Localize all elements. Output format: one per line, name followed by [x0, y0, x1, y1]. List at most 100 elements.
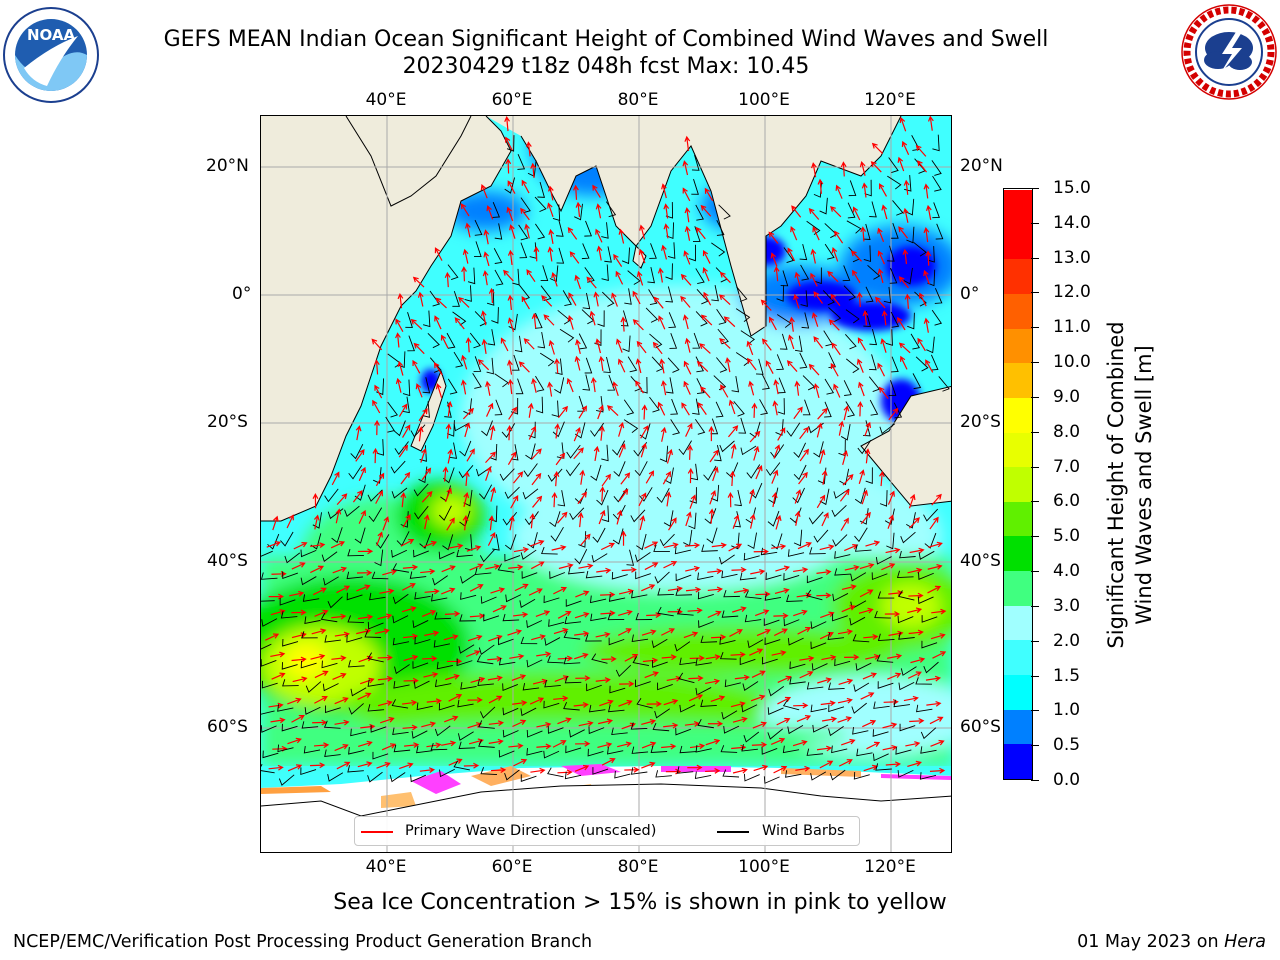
wind-barb — [261, 643, 272, 650]
wave-direction-arrow — [575, 201, 582, 217]
wave-direction-arrow — [817, 677, 832, 684]
wind-barb — [780, 270, 789, 287]
wind-barb — [891, 222, 899, 239]
wave-direction-arrow — [632, 319, 644, 331]
wave-direction-arrow — [485, 402, 494, 417]
wave-direction-arrow — [271, 672, 286, 680]
wind-barb — [414, 505, 429, 520]
wave-direction-arrow — [292, 676, 308, 683]
wind-barb — [613, 461, 626, 477]
wind-barb — [374, 549, 384, 567]
wind-barb — [393, 681, 410, 689]
wind-barb — [623, 399, 635, 416]
wave-direction-arrow — [574, 652, 589, 660]
wave-direction-arrow — [532, 495, 543, 508]
wind-barb — [519, 598, 536, 608]
wind-barb — [627, 356, 638, 373]
wave-direction-arrow — [683, 631, 699, 639]
wave-direction-arrow — [756, 628, 771, 637]
wave-direction-arrow — [775, 514, 782, 530]
wave-direction-arrow — [861, 182, 868, 198]
wind-barb — [761, 747, 778, 755]
wind-barb — [483, 613, 500, 622]
wind-barb — [585, 634, 602, 642]
wind-barb — [806, 589, 823, 601]
wave-direction-arrow — [793, 406, 803, 420]
wind-barb — [261, 659, 277, 667]
wave-direction-arrow — [817, 407, 828, 420]
wave-direction-arrow — [334, 697, 349, 705]
wave-direction-arrow — [908, 629, 924, 636]
wave-direction-arrow — [358, 740, 373, 747]
wind-barb — [504, 554, 521, 562]
wave-direction-arrow — [680, 273, 692, 286]
wind-barb — [526, 748, 543, 756]
wind-barb — [716, 309, 727, 325]
wave-direction-arrow — [749, 430, 761, 443]
wave-direction-arrow — [840, 517, 849, 531]
wave-direction-arrow — [435, 297, 447, 309]
wave-direction-arrow — [719, 337, 731, 349]
wind-barb — [715, 401, 724, 418]
wind-barb — [402, 379, 411, 397]
wind-barb — [921, 640, 938, 649]
wave-direction-arrow — [879, 183, 888, 197]
wind-barb — [504, 534, 517, 551]
wind-barb — [390, 460, 406, 474]
wind-barb — [756, 358, 764, 375]
wave-direction-arrow — [775, 565, 791, 572]
wave-direction-arrow — [572, 184, 579, 200]
wind-barb — [494, 373, 509, 388]
wind-barb — [324, 635, 341, 643]
wind-barb — [869, 399, 879, 416]
wave-direction-arrow — [551, 271, 558, 287]
wave-direction-arrow — [772, 400, 779, 416]
wind-barb — [392, 615, 409, 624]
wave-direction-arrow — [859, 562, 875, 570]
wind-barb — [429, 357, 442, 373]
wind-barb — [261, 680, 278, 689]
wave-direction-arrow — [828, 319, 840, 331]
wave-direction-arrow — [881, 310, 888, 326]
wind-barb — [678, 672, 695, 684]
colorbar-tick-label: 7.0 — [1053, 456, 1081, 477]
wave-direction-arrow — [811, 162, 817, 178]
wind-barb — [413, 549, 429, 558]
wind-barb — [489, 443, 498, 461]
wind-barb — [767, 707, 784, 715]
wave-direction-arrow — [357, 692, 372, 700]
wave-direction-arrow — [642, 657, 659, 664]
wave-direction-arrow — [751, 741, 768, 748]
wind-barb — [547, 468, 563, 482]
wave-direction-arrow — [595, 677, 611, 683]
wind-barb — [281, 723, 298, 732]
wave-direction-arrow — [900, 355, 908, 370]
wind-barb — [847, 202, 856, 219]
wind-barb — [692, 332, 701, 349]
wave-direction-arrow — [553, 695, 569, 702]
wave-direction-arrow — [336, 585, 351, 594]
wave-direction-arrow — [810, 248, 817, 264]
coastline — [261, 116, 512, 522]
wind-barb — [486, 357, 494, 375]
wave-direction-arrow — [513, 546, 530, 553]
wind-barb — [785, 770, 802, 778]
wave-direction-arrow — [749, 648, 764, 656]
wind-barb — [585, 570, 603, 579]
wind-barb — [670, 398, 679, 415]
wave-direction-arrow — [336, 761, 351, 770]
wind-barb — [850, 572, 867, 582]
wind-barb — [719, 554, 735, 565]
wave-direction-arrow — [374, 384, 383, 399]
wind-barb — [433, 640, 450, 648]
wind-barb — [478, 739, 495, 748]
wave-direction-arrow — [402, 583, 416, 591]
wave-direction-arrow — [793, 293, 800, 309]
wind-barb — [280, 611, 298, 619]
wind-barb — [793, 442, 807, 458]
wind-barb — [344, 505, 360, 518]
wave-direction-arrow — [820, 611, 835, 619]
wind-barb — [354, 527, 366, 544]
wave-direction-arrow — [520, 207, 530, 221]
wave-direction-arrow — [551, 491, 558, 508]
